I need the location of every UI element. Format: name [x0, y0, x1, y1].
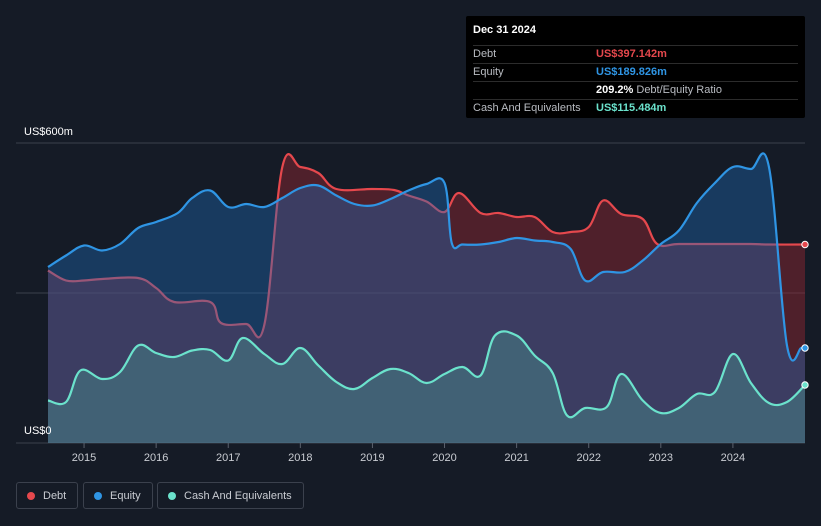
x-tick-label-2019: 2019	[360, 452, 384, 464]
x-tick-label-2022: 2022	[576, 452, 600, 464]
tooltip-row-ratio: 209.2% Debt/Equity Ratio	[473, 82, 798, 100]
tooltip-ratio-value: 209.2% Debt/Equity Ratio	[596, 82, 722, 99]
tooltip-row-equity: Equity US$189.826m	[473, 64, 798, 82]
equity-end-marker	[801, 344, 809, 352]
x-tick-label-2023: 2023	[649, 452, 673, 464]
legend-debt-label: Debt	[43, 489, 67, 502]
tooltip-cash-value: US$115.484m	[596, 102, 667, 114]
debt-legend-dot	[27, 491, 35, 500]
tooltip-ratio-suffix: Debt/Equity Ratio	[636, 84, 722, 96]
legend-equity-label: Equity	[110, 489, 141, 502]
equity-area	[48, 153, 805, 443]
cash-and-equivalents-end-marker	[801, 381, 809, 389]
tooltip-equity-label: Equity	[473, 66, 504, 78]
debt-line	[47, 153, 806, 339]
equity-line	[47, 152, 806, 362]
y-axis-bottom-label: US$0	[24, 425, 52, 437]
tooltip-equity-value: US$189.826m	[596, 66, 667, 78]
legend-item-debt[interactable]: Debt	[16, 482, 78, 509]
x-tick-label-2021: 2021	[504, 452, 528, 464]
legend-item-equity[interactable]: Equity	[83, 482, 153, 509]
equity-legend-dot	[94, 491, 102, 500]
tooltip: Dec 31 2024 Debt US$397.142m Equity US$1…	[466, 16, 805, 118]
tooltip-debt-value: US$397.142m	[596, 48, 667, 60]
tooltip-row-debt: Debt US$397.142m	[473, 46, 798, 64]
cash-and-equivalents-area	[48, 331, 805, 443]
x-tick-label-2016: 2016	[144, 452, 168, 464]
cash-and-equivalents-line	[47, 330, 806, 419]
x-tick-label-2018: 2018	[288, 452, 312, 464]
cash-legend-dot	[168, 491, 176, 500]
x-tick-label-2020: 2020	[432, 452, 456, 464]
tooltip-debt-label: Debt	[473, 48, 497, 60]
x-tick-label-2024: 2024	[721, 452, 745, 464]
x-tick-label-2017: 2017	[216, 452, 240, 464]
x-tick-label-2015: 2015	[72, 452, 96, 464]
y-axis-top-label: US$600m	[24, 126, 73, 138]
debt-area	[48, 154, 805, 443]
tooltip-ratio-number: 209.2%	[596, 84, 634, 96]
legend-cash-label: Cash And Equivalents	[184, 489, 292, 502]
tooltip-cash-label: Cash And Equivalents	[473, 102, 581, 114]
tooltip-date: Dec 31 2024	[473, 16, 798, 46]
tooltip-row-cash: Cash And Equivalents US$115.484m	[473, 100, 798, 117]
debt-end-marker	[801, 240, 809, 249]
legend-item-cash[interactable]: Cash And Equivalents	[157, 482, 304, 509]
